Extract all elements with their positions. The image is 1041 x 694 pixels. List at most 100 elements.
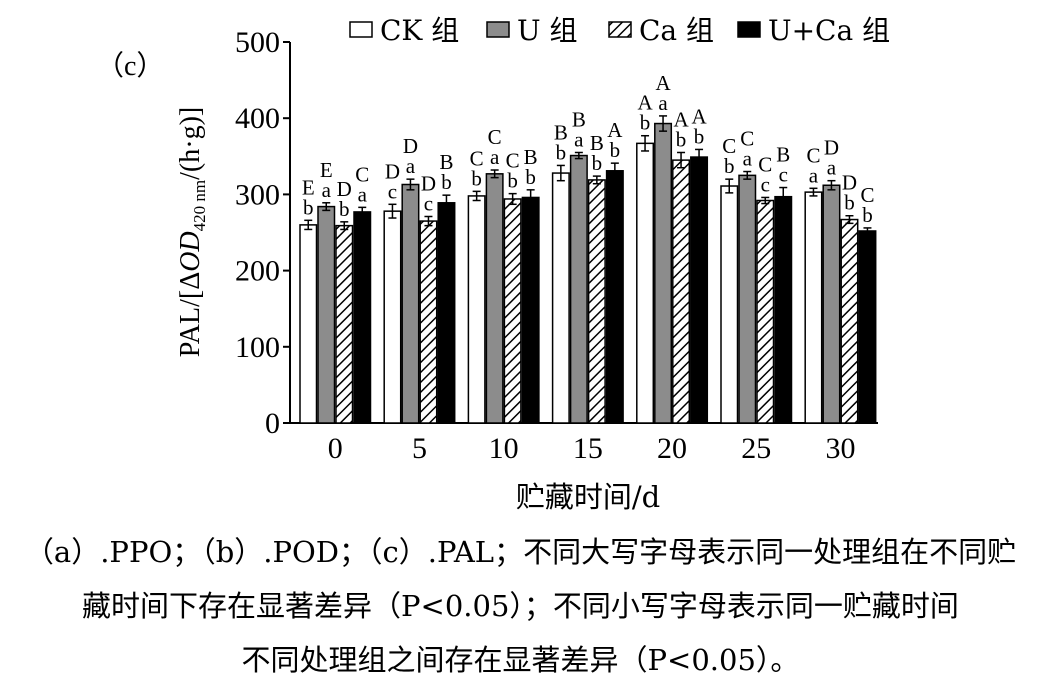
lowercase-letter-label: a	[574, 127, 584, 151]
lowercase-letter-label: a	[658, 91, 668, 115]
uppercase-letter-label: C	[355, 162, 369, 186]
uppercase-letter-label: A	[637, 91, 653, 115]
x-tick-label: 5	[412, 432, 427, 465]
figure-caption: （a）.PPO；（b）.POD；（c）.PAL；不同大写字母表示同一处理组在不同…	[0, 525, 1041, 687]
lowercase-letter-label: b	[556, 140, 567, 164]
lowercase-letter-label: c	[424, 191, 433, 215]
caption-line-1: （a）.PPO；（b）.POD；（c）.PAL；不同大写字母表示同一处理组在不同…	[24, 535, 1017, 569]
bar	[485, 173, 504, 424]
uppercase-letter-label: A	[673, 107, 689, 131]
bar	[672, 159, 691, 424]
lowercase-letter-label: a	[827, 156, 837, 180]
bar	[503, 198, 522, 424]
caption-line-2: 藏时间下存在显著差异（P<0.05）；不同小写字母表示同一贮藏时间	[82, 589, 959, 623]
bar	[654, 122, 673, 424]
bar	[840, 218, 859, 424]
uppercase-letter-label: D	[403, 134, 418, 158]
uppercase-letter-label: E	[302, 175, 315, 199]
bar	[467, 195, 486, 424]
bar	[317, 205, 336, 424]
lowercase-letter-label: b	[441, 170, 452, 194]
lowercase-letter-label: b	[610, 138, 621, 162]
axes: 0 100 200 300 400 500 0 5 10 15 20 25 30	[235, 26, 878, 465]
bar	[299, 224, 318, 424]
lowercase-letter-label: a	[490, 145, 500, 169]
uppercase-letter-label: C	[506, 149, 520, 173]
lowercase-letter-label: b	[676, 127, 687, 151]
x-tick-label: 10	[489, 432, 519, 465]
lowercase-letter-label: a	[809, 163, 819, 187]
lowercase-letter-label: a	[743, 147, 753, 171]
bar	[720, 185, 739, 424]
x-tick-label: 30	[825, 432, 855, 465]
bar	[587, 179, 606, 424]
uppercase-letter-label: D	[842, 171, 857, 195]
bar	[738, 174, 757, 424]
panel-label: （c）	[96, 51, 165, 82]
bar	[419, 220, 438, 424]
x-tick-label: 0	[328, 432, 343, 465]
uppercase-letter-label: C	[860, 183, 874, 207]
uppercase-letter-label: D	[824, 136, 839, 160]
uppercase-letter-label: C	[806, 143, 820, 167]
lowercase-letter-label: c	[388, 179, 397, 203]
lowercase-letter-label: b	[471, 166, 482, 190]
x-tick-label: 15	[573, 432, 603, 465]
uppercase-letter-label: D	[385, 159, 400, 183]
y-axis-label: PAL/[ΔOD420 nm/(h·g)]	[175, 107, 209, 357]
uppercase-letter-label: A	[691, 104, 707, 128]
bar	[822, 184, 841, 424]
lowercase-letter-label: c	[761, 172, 770, 196]
uppercase-letter-label: C	[758, 152, 772, 176]
bar	[383, 210, 402, 424]
bar	[335, 224, 354, 424]
uppercase-letter-label: B	[590, 131, 604, 155]
legend-swatch	[608, 21, 632, 38]
lowercase-letter-label: b	[724, 154, 735, 178]
uppercase-letter-label: B	[524, 145, 538, 169]
bar	[569, 154, 588, 424]
x-tick-label: 20	[657, 432, 687, 465]
bar	[551, 172, 570, 424]
bar	[605, 170, 624, 424]
lowercase-letter-label: a	[358, 182, 368, 206]
x-tick-label: 25	[741, 432, 771, 465]
bar	[636, 142, 655, 424]
y-tick-label: 0	[265, 407, 280, 440]
legend-label: U+Ca 组	[768, 14, 890, 47]
uppercase-letter-label: B	[572, 107, 586, 131]
y-tick-label: 400	[235, 102, 280, 135]
bar	[521, 196, 540, 424]
lowercase-letter-label: a	[322, 178, 332, 202]
uppercase-letter-label: B	[776, 143, 790, 167]
lowercase-letter-label: b	[525, 165, 536, 189]
legend-swatch	[349, 21, 373, 38]
x-axis-label: 贮藏时间/d	[516, 480, 660, 514]
bars	[299, 115, 877, 424]
bar	[353, 211, 372, 424]
lowercase-letter-label: b	[592, 151, 603, 175]
lowercase-letter-label: a	[406, 154, 416, 178]
caption-line-3: 不同处理组之间存在显著差异（P<0.05）。	[241, 643, 800, 677]
bar	[804, 191, 823, 424]
uppercase-letter-label: A	[655, 71, 671, 95]
y-tick-label: 300	[235, 178, 280, 211]
legend-label: CK 组	[380, 14, 459, 47]
bar	[774, 195, 793, 424]
lowercase-letter-label: b	[640, 111, 651, 135]
lowercase-letter-label: c	[779, 163, 788, 187]
bar	[401, 183, 420, 424]
legend: CK 组 U 组 Ca 组 U+Ca 组	[349, 14, 890, 47]
bar	[437, 202, 456, 424]
uppercase-letter-label: C	[740, 127, 754, 151]
uppercase-letter-label: C	[722, 134, 736, 158]
legend-label: U 组	[517, 14, 578, 47]
lowercase-letter-label: b	[339, 197, 350, 221]
uppercase-letter-label: C	[470, 146, 484, 170]
bar	[858, 230, 877, 424]
uppercase-letter-label: B	[554, 120, 568, 144]
uppercase-letter-label: A	[607, 118, 623, 142]
lowercase-letter-label: b	[303, 195, 314, 219]
uppercase-letter-label: E	[320, 158, 333, 182]
